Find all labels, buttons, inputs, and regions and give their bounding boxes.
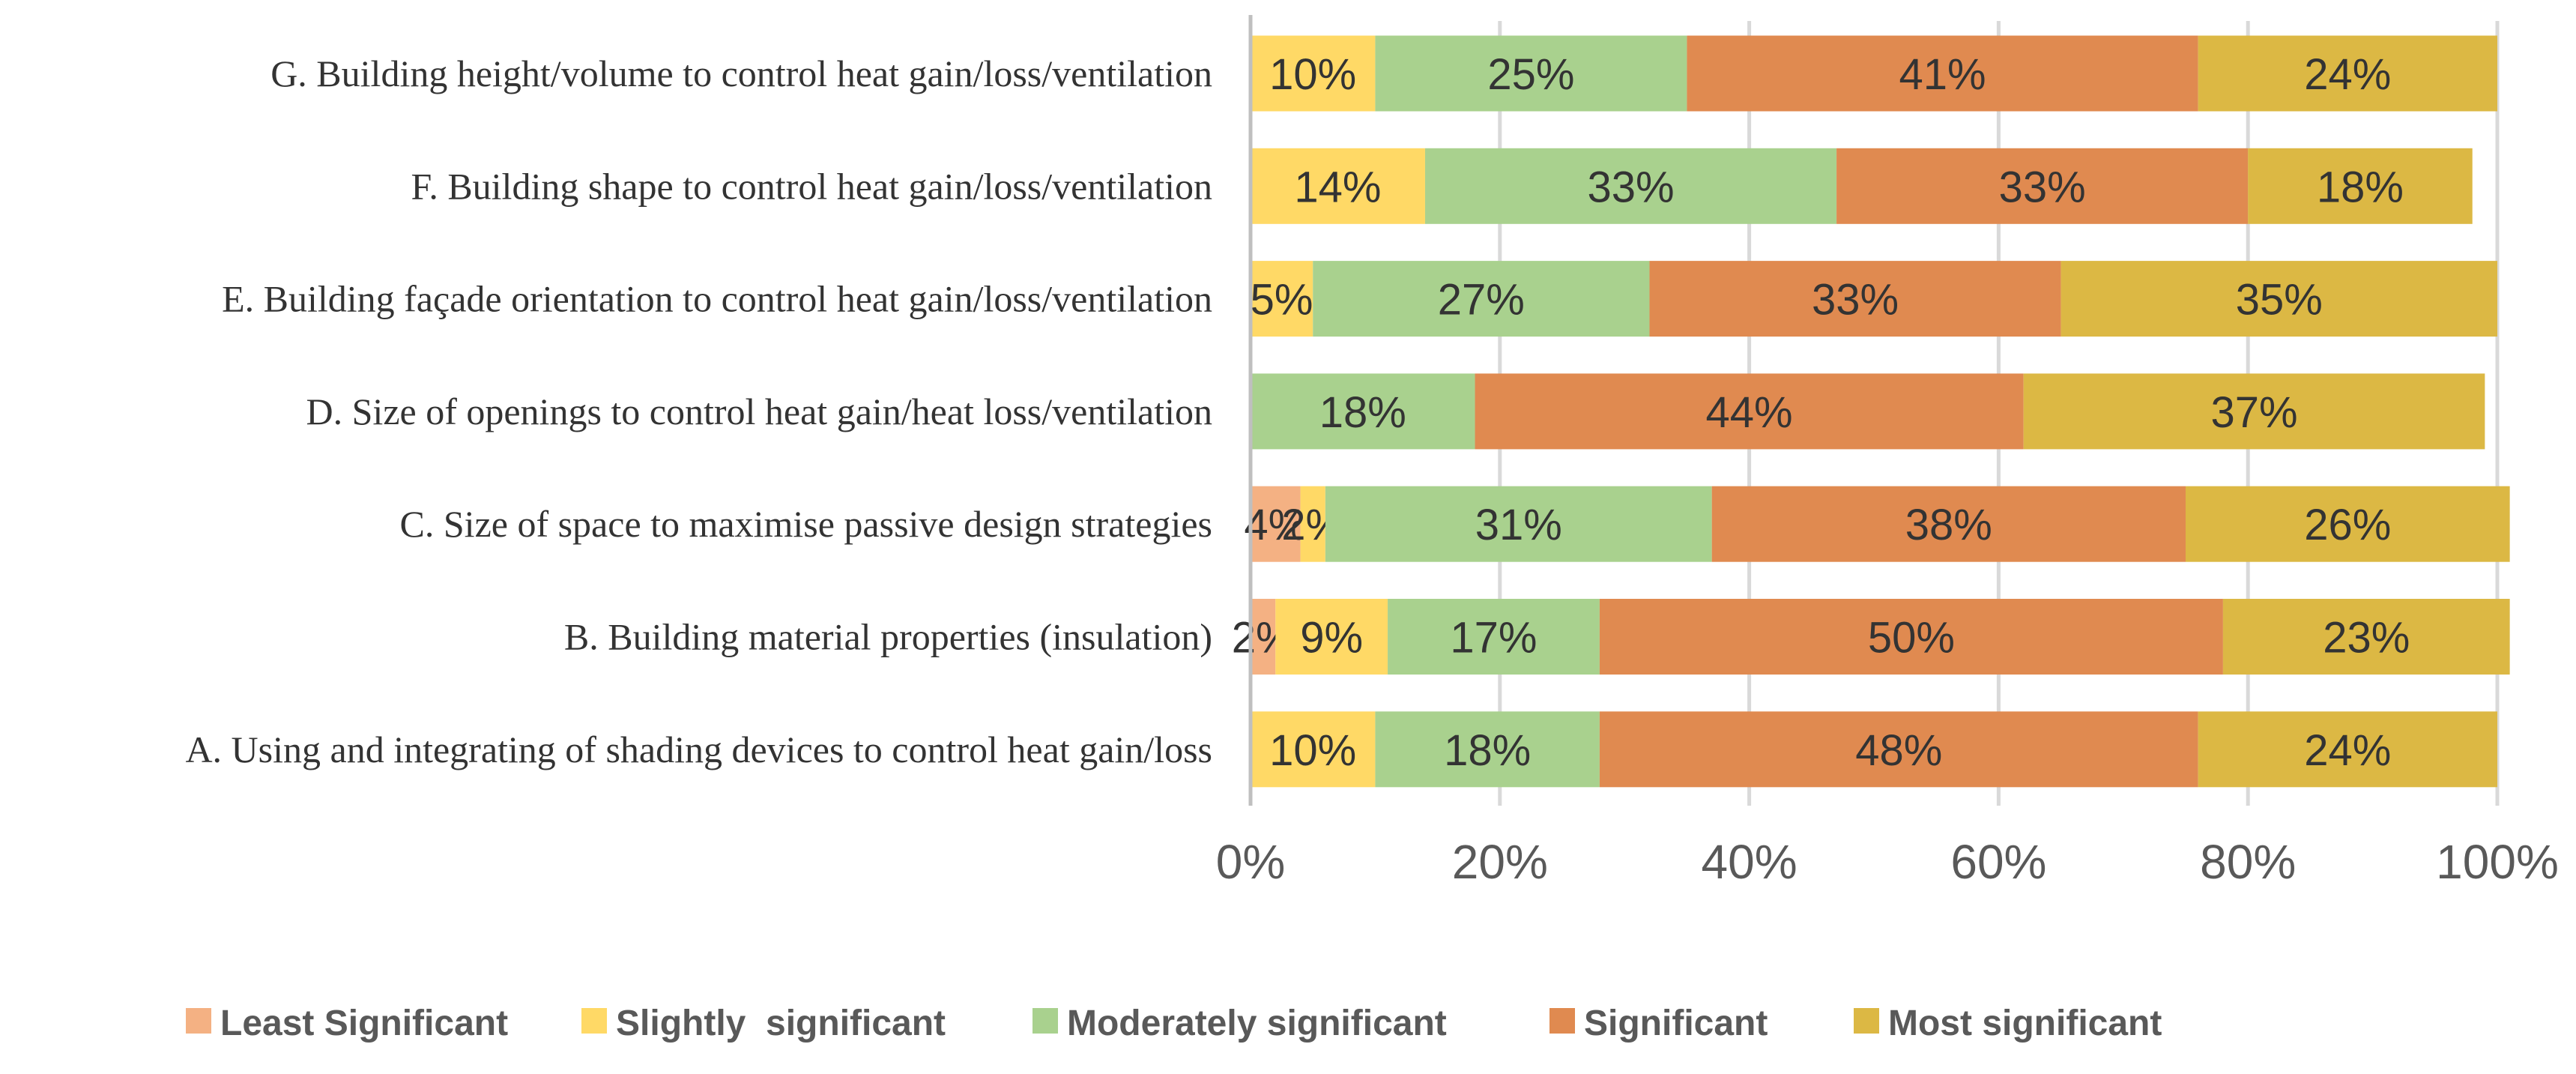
bar-segment <box>1251 711 1376 788</box>
legend-label: Least Significant <box>220 1004 508 1043</box>
data-label: 35% <box>2236 276 2323 325</box>
bar-segment <box>1836 148 2249 224</box>
data-label: 10% <box>1269 50 1356 99</box>
legend-swatch <box>581 1008 607 1034</box>
bar-segment <box>1375 711 1600 788</box>
bar-segment <box>2222 599 2510 675</box>
bar-segment <box>1251 373 1475 450</box>
data-label: 18% <box>1444 726 1531 775</box>
bar-segment <box>1599 599 2223 675</box>
bar-segment <box>2198 711 2497 788</box>
data-label: 26% <box>2304 501 2391 549</box>
bar-segment <box>1300 486 1325 562</box>
category-label: A. Using and integrating of shading devi… <box>185 728 1212 770</box>
bar-segment <box>1251 486 1301 562</box>
x-tick-label: 40% <box>1702 835 1798 889</box>
data-label: 33% <box>1999 163 2086 211</box>
bar-segment <box>2186 486 2510 562</box>
data-label: 18% <box>1319 388 1406 437</box>
legend-label: Most significant <box>1888 1004 2162 1043</box>
bar-segment <box>1424 148 1837 224</box>
x-tick-label: 20% <box>1452 835 1548 889</box>
data-label: 23% <box>2323 614 2410 663</box>
data-label: 27% <box>1438 276 1525 325</box>
data-label: 50% <box>1868 614 1955 663</box>
x-tick-label: 60% <box>1950 835 2046 889</box>
data-label: 31% <box>1475 501 1562 549</box>
legend-swatch <box>186 1008 211 1034</box>
data-label: 5% <box>1251 276 1313 325</box>
legend-label: Moderately significant <box>1067 1004 1447 1043</box>
legend-swatch <box>1549 1008 1575 1034</box>
category-label: E. Building façade orientation to contro… <box>222 278 1212 320</box>
category-label: D. Size of openings to control heat gain… <box>306 390 1212 432</box>
data-label: 33% <box>1812 276 1899 325</box>
category-label: C. Size of space to maximise passive des… <box>400 503 1212 545</box>
data-label: 37% <box>2210 388 2297 437</box>
bar-segment <box>2198 35 2497 112</box>
bar-segment <box>1313 261 1650 337</box>
bar-segment <box>1251 148 1425 224</box>
data-label: 14% <box>1294 163 1381 211</box>
legend: Least Significant Slightly significant Mod… <box>186 1004 2162 1043</box>
bar-segment <box>1687 35 2198 112</box>
bar-segment <box>1325 486 1712 562</box>
category-label: F. Building shape to control heat gain/l… <box>411 165 1212 207</box>
bar-segment <box>1475 373 2024 450</box>
x-tick-label: 80% <box>2200 835 2296 889</box>
bar-segment <box>2061 261 2497 337</box>
x-tick-label: 0% <box>1216 835 1286 889</box>
data-label: 4% <box>1244 501 1307 549</box>
data-label: 18% <box>2317 163 2404 211</box>
x-tick-label: 100% <box>2436 835 2559 889</box>
data-label: 33% <box>1587 163 1674 211</box>
category-label: B. Building material properties (insulat… <box>564 616 1212 658</box>
legend-label: Significant <box>1584 1004 1768 1043</box>
legend-swatch <box>1854 1008 1879 1034</box>
category-label: G. Building height/volume to control hea… <box>270 52 1212 94</box>
data-label: 48% <box>1855 726 1942 775</box>
data-label: 44% <box>1706 388 1793 437</box>
data-label: 10% <box>1269 726 1356 775</box>
data-label: 9% <box>1300 614 1363 663</box>
bar-segment <box>1251 261 1313 337</box>
bar-segment <box>1649 261 2061 337</box>
data-label: 41% <box>1899 50 1986 99</box>
bar-segment <box>1251 599 1276 675</box>
legend-swatch <box>1032 1008 1058 1034</box>
bar-segment <box>1251 35 1376 112</box>
axes: 0% 20% 40% 60% 80% 100% G. Building height/vol… <box>185 15 2559 889</box>
bar-segment <box>1599 711 2198 788</box>
bar-segment <box>1275 599 1388 675</box>
data-label: 24% <box>2304 50 2391 99</box>
data-label: 38% <box>1905 501 1992 549</box>
data-label: 24% <box>2304 726 2391 775</box>
legend-label: Slightly significant <box>616 1004 946 1043</box>
data-label: 17% <box>1450 614 1537 663</box>
data-label: 25% <box>1487 50 1574 99</box>
bar-segment <box>2248 148 2473 224</box>
bar-segment <box>2023 373 2485 450</box>
bar-segment <box>1711 486 2186 562</box>
bar-segment <box>1375 35 1687 112</box>
bars: 10% 25% 41% 24% 14% 33% 33% 18% 5% 27% 33% 35% 18% 44… <box>1232 35 2510 788</box>
bar-segment <box>1388 599 1600 675</box>
